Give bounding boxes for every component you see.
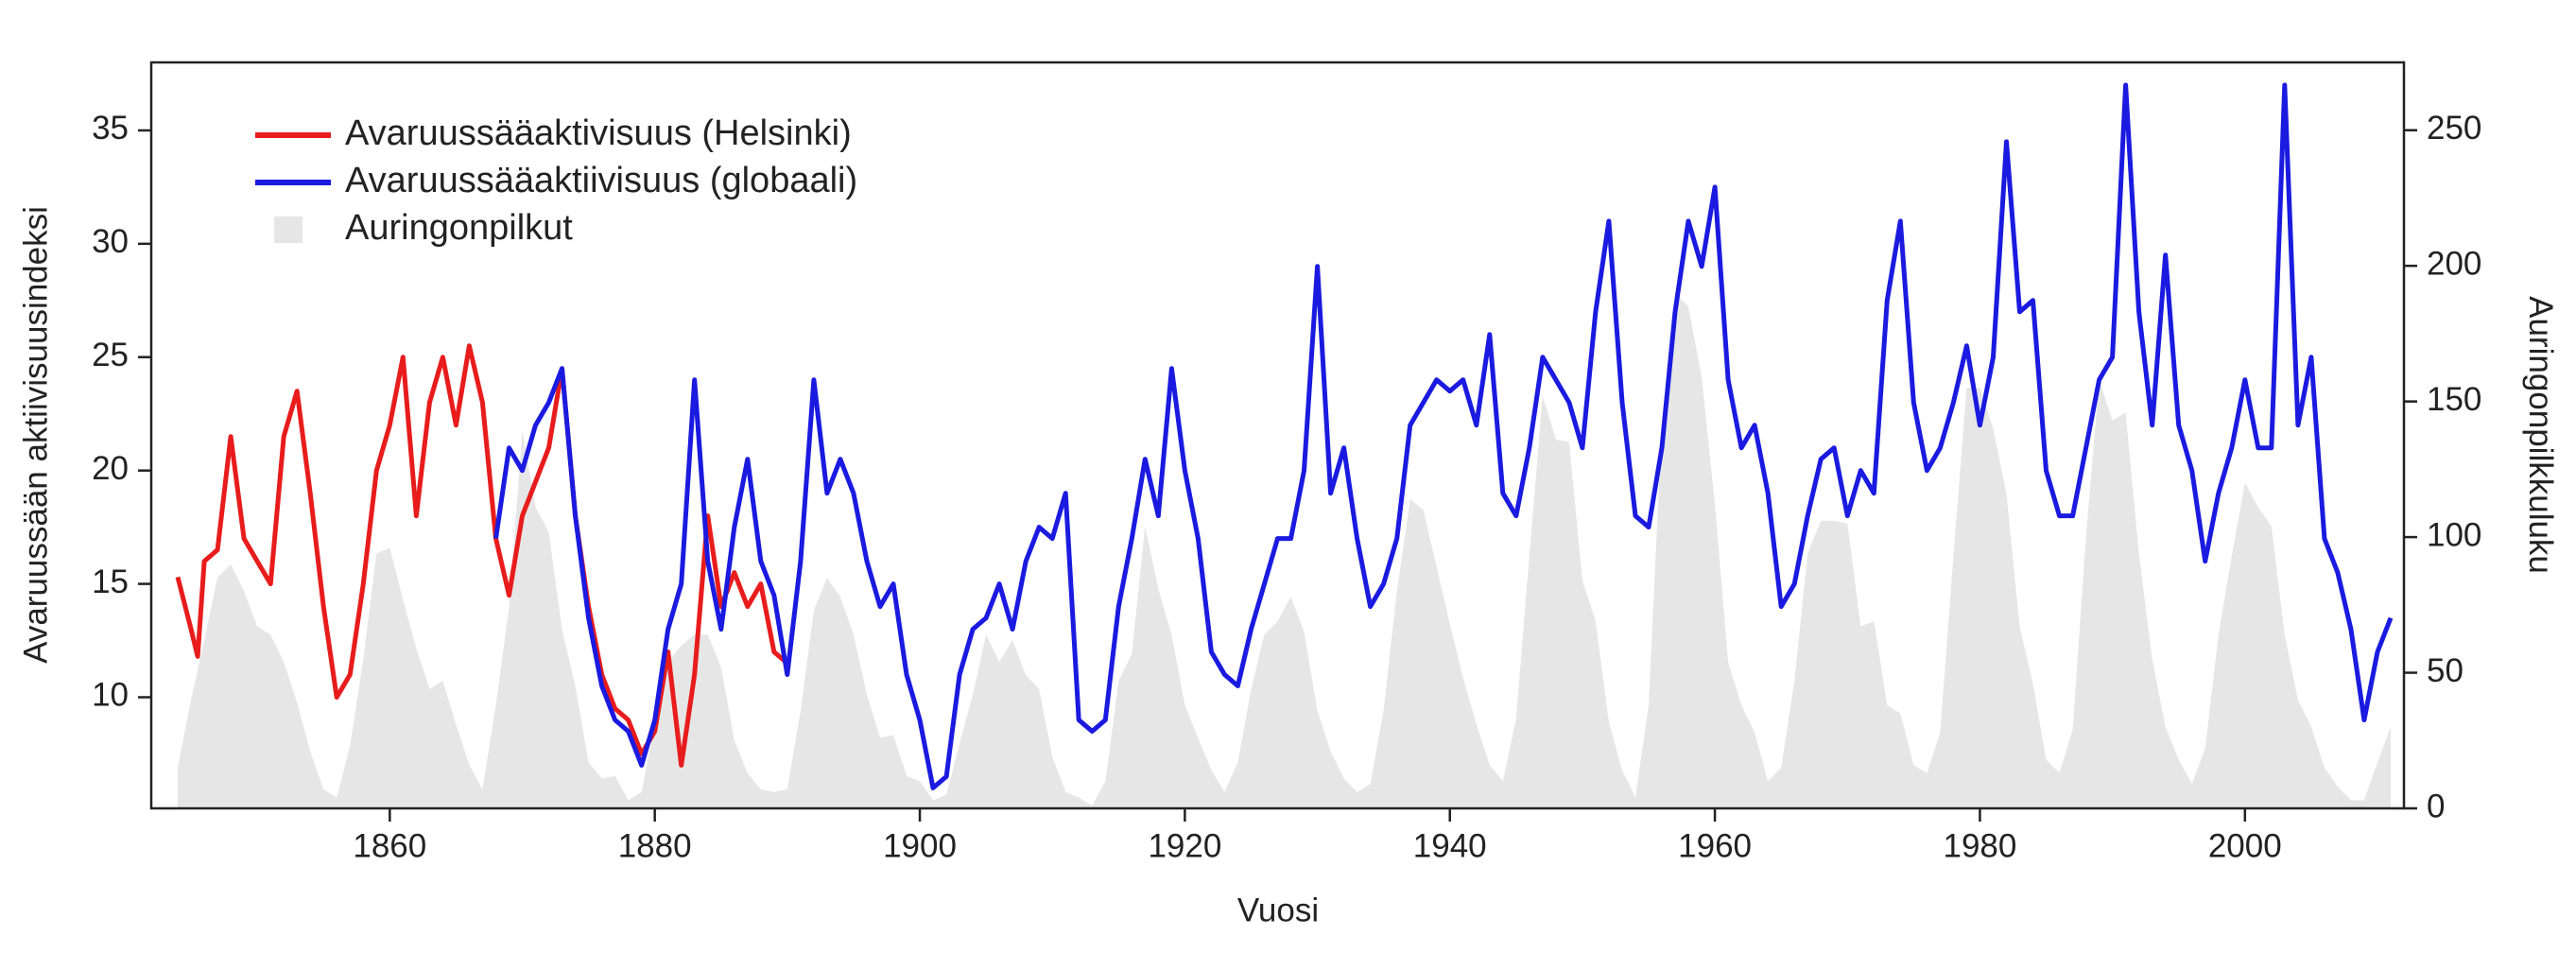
x-tick-label: 1900 bbox=[883, 827, 957, 864]
y-tick-label: 25 bbox=[92, 337, 129, 373]
x-tick-label: 1960 bbox=[1678, 827, 1752, 864]
x-axis-label: Vuosi bbox=[1237, 892, 1319, 928]
plot-area bbox=[175, 82, 2394, 808]
plot-frame bbox=[149, 61, 2406, 810]
legend-label: Avaruussääaktivisuus (Helsinki) bbox=[345, 113, 852, 153]
activity-line bbox=[175, 343, 789, 768]
y2-tick-label: 0 bbox=[2427, 788, 2445, 824]
activity-line bbox=[493, 82, 2394, 790]
legend-label: Avaruussääaktiivisuus (globaali) bbox=[345, 161, 857, 200]
x-tick-label: 2000 bbox=[2208, 827, 2282, 864]
y2-tick-label: 250 bbox=[2427, 110, 2481, 147]
y2-tick-label: 50 bbox=[2427, 652, 2464, 689]
y-axis-label: Avaruussään aktiivisuusindeksi bbox=[17, 206, 54, 664]
y2-tick-label: 100 bbox=[2427, 516, 2481, 553]
y-tick-label: 35 bbox=[92, 110, 129, 147]
y-tick-label: 30 bbox=[92, 223, 129, 260]
y-tick-label: 10 bbox=[92, 677, 129, 714]
x-tick-label: 1940 bbox=[1413, 827, 1487, 864]
y2-tick-label: 200 bbox=[2427, 245, 2481, 282]
x-tick-label: 1980 bbox=[1943, 827, 2016, 864]
x-tick-label: 1880 bbox=[618, 827, 692, 864]
y2-tick-label: 150 bbox=[2427, 381, 2481, 418]
legend-swatch bbox=[274, 217, 303, 243]
y2-axis-label: Auringonpilkkuluku bbox=[2522, 296, 2559, 574]
sunspot-area bbox=[178, 292, 2391, 808]
y-tick-label: 15 bbox=[92, 563, 129, 600]
x-tick-label: 1860 bbox=[353, 827, 426, 864]
y-tick-label: 20 bbox=[92, 450, 129, 487]
x-tick-label: 1920 bbox=[1148, 827, 1221, 864]
legend-label: Auringonpilkut bbox=[345, 208, 573, 248]
